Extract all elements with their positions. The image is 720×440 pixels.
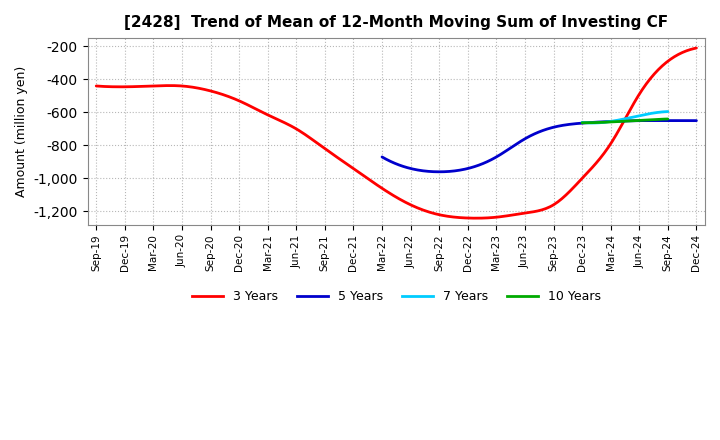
- 10 Years: [629, 118, 637, 123]
- 7 Years: [631, 114, 639, 119]
- 3 Years: [692, 45, 701, 51]
- 7 Years: [588, 121, 597, 126]
- 5 Years: [379, 155, 387, 160]
- 3 Years: [600, 150, 608, 156]
- 5 Years: [378, 154, 387, 160]
- Line: 10 Years: 10 Years: [582, 119, 668, 123]
- 7 Years: [629, 114, 637, 120]
- 10 Years: [630, 118, 639, 123]
- 5 Years: [566, 121, 575, 127]
- Line: 5 Years: 5 Years: [382, 121, 696, 172]
- 5 Years: [665, 118, 673, 123]
- 5 Years: [647, 118, 655, 123]
- 10 Years: [655, 117, 664, 122]
- Title: [2428]  Trend of Mean of 12-Month Moving Sum of Investing CF: [2428] Trend of Mean of 12-Month Moving …: [125, 15, 668, 30]
- 5 Years: [644, 118, 652, 123]
- Line: 7 Years: 7 Years: [582, 112, 668, 123]
- 7 Years: [650, 110, 659, 115]
- 7 Years: [656, 110, 665, 115]
- 10 Years: [664, 116, 672, 121]
- Y-axis label: Amount (million yen): Amount (million yen): [15, 66, 28, 197]
- 5 Years: [434, 169, 443, 174]
- 5 Years: [692, 118, 701, 123]
- 3 Years: [447, 214, 456, 220]
- 5 Years: [571, 121, 580, 126]
- 3 Years: [459, 215, 468, 220]
- 3 Years: [449, 214, 458, 220]
- 3 Years: [94, 84, 102, 89]
- 10 Years: [650, 117, 659, 122]
- 7 Years: [629, 114, 638, 120]
- 7 Years: [577, 120, 586, 125]
- 3 Years: [638, 87, 647, 92]
- Line: 3 Years: 3 Years: [96, 48, 696, 218]
- 10 Years: [577, 120, 586, 125]
- Legend: 3 Years, 5 Years, 7 Years, 10 Years: 3 Years, 5 Years, 7 Years, 10 Years: [186, 285, 606, 308]
- 7 Years: [664, 109, 672, 114]
- 3 Years: [92, 83, 101, 88]
- 5 Years: [565, 122, 574, 127]
- 3 Years: [472, 216, 480, 221]
- 10 Years: [578, 120, 587, 125]
- 10 Years: [629, 118, 637, 123]
- 7 Years: [578, 120, 587, 125]
